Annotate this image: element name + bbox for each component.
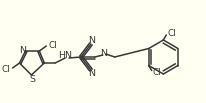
Text: Cl: Cl [153, 68, 161, 77]
Text: Cl: Cl [48, 40, 57, 50]
Text: N: N [19, 46, 26, 54]
Text: Cl: Cl [167, 29, 176, 37]
Text: N: N [88, 36, 95, 44]
Text: HN: HN [58, 50, 72, 60]
Text: N: N [88, 70, 95, 78]
Text: N: N [100, 49, 107, 57]
Text: Cl: Cl [2, 64, 11, 74]
Text: S: S [29, 74, 35, 84]
